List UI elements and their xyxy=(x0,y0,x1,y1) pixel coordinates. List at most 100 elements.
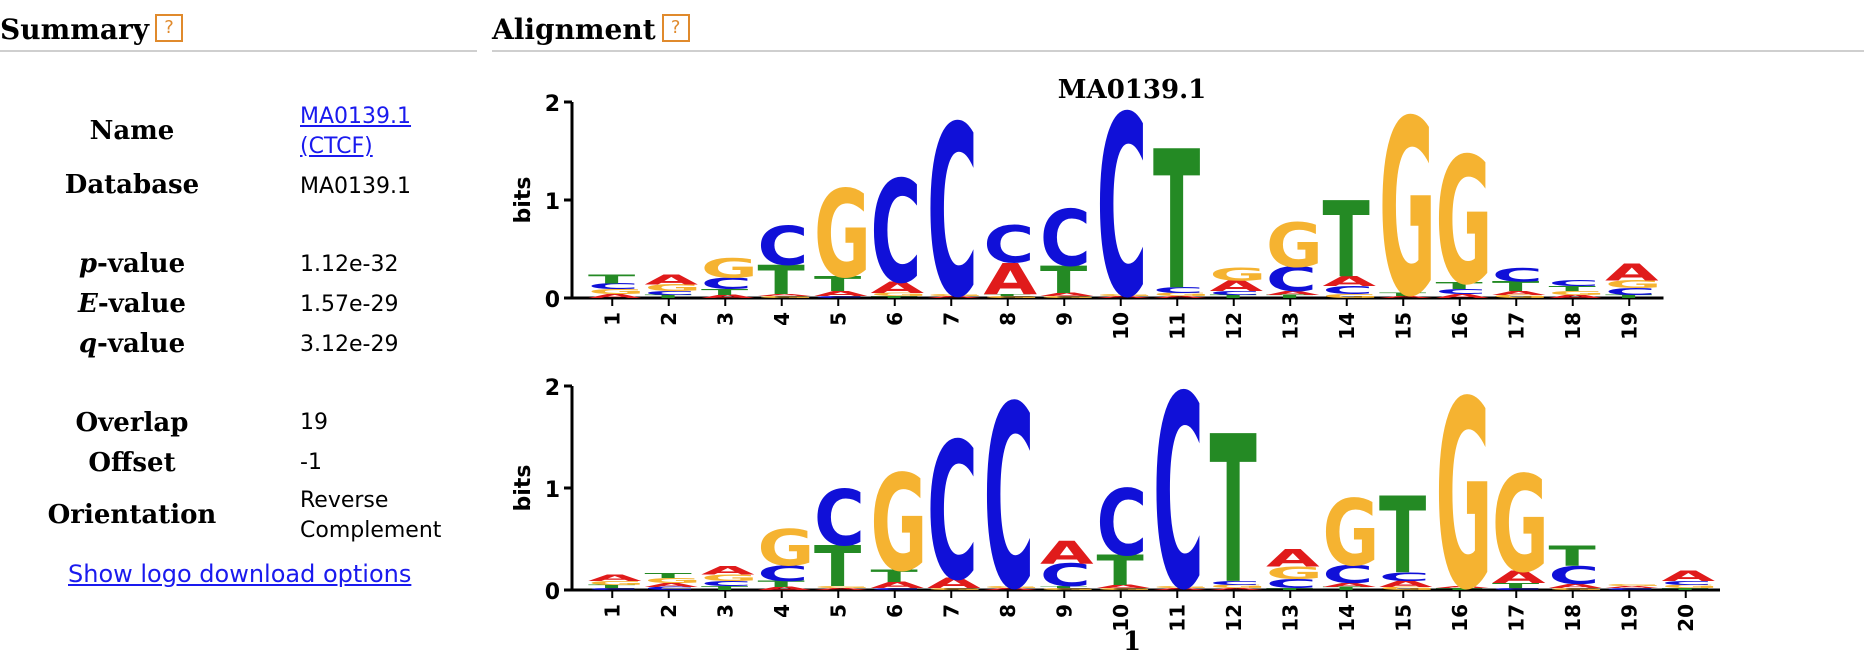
e-value-label-italic: E xyxy=(78,289,98,319)
logo-letter-C: C xyxy=(1605,587,1656,590)
logo-letter-G: G xyxy=(588,288,645,296)
x-tick-label: 5 xyxy=(826,312,850,326)
logo-letter-T: T xyxy=(1153,110,1200,332)
logo-letter-T: T xyxy=(1549,540,1596,572)
y-axis-label: bits xyxy=(511,465,536,512)
logo-letter-C: C xyxy=(1492,264,1543,286)
x-tick-label: 11 xyxy=(1165,604,1189,632)
x-tick-label: 9 xyxy=(1052,604,1076,618)
logo-letter-A: A xyxy=(645,582,699,589)
q-value-label: q-value xyxy=(0,329,264,359)
x-tick-label: 2 xyxy=(657,312,681,326)
logo-letter-C: C xyxy=(814,475,865,564)
logo-letter-A: A xyxy=(984,587,1038,590)
alignment-help-icon[interactable]: ? xyxy=(661,14,690,42)
logo-letter-T: T xyxy=(645,294,693,299)
show-logo-download-options-link[interactable]: Show logo download options xyxy=(68,560,412,588)
logo-letter-T: T xyxy=(1097,546,1144,595)
logo-letter-G: G xyxy=(1210,264,1267,284)
logo-letter-G: G xyxy=(1492,448,1549,602)
summary-help-icon[interactable]: ? xyxy=(155,14,183,42)
x-tick-label: 19 xyxy=(1617,604,1641,632)
logo-letter-C: C xyxy=(1153,340,1204,649)
logo-letter-A: A xyxy=(927,575,981,591)
logo-letter-G: G xyxy=(1097,587,1154,590)
logo-letter-A: A xyxy=(1040,535,1094,571)
x-tick-label: 7 xyxy=(939,604,963,618)
y-tick-label: 2 xyxy=(545,92,560,117)
logo-letter-C: C xyxy=(1492,587,1543,590)
logo-letter-C: C xyxy=(1210,580,1261,587)
logo-letter-C: C xyxy=(701,579,752,587)
logo-letter-T: T xyxy=(1436,280,1484,291)
logo-letter-G: G xyxy=(984,295,1041,298)
logo-letter-T: T xyxy=(588,272,635,286)
e-value-label: E-value xyxy=(0,289,264,319)
offset-value: -1 xyxy=(300,450,322,475)
q-value-label-italic: q xyxy=(78,329,98,359)
logo-letter-A: A xyxy=(1492,290,1546,296)
x-tick-label: 4 xyxy=(770,604,794,618)
logo-letter-C: C xyxy=(927,403,978,623)
logo-letter-C: C xyxy=(701,274,752,293)
logo-letter-C: C xyxy=(758,562,809,587)
logo-letter-A: A xyxy=(814,587,868,590)
logo-letter-G: G xyxy=(984,585,1041,588)
logo-letter-C: C xyxy=(871,587,922,590)
logo-letter-A: A xyxy=(1379,295,1433,298)
logo-letter-G: G xyxy=(927,587,984,590)
motif-name-link[interactable]: MA0139.1 (CTCF) xyxy=(300,104,411,159)
logo-letter-A: A xyxy=(645,272,699,288)
logo-letter-T: T xyxy=(1323,586,1371,591)
logo-letter-T: T xyxy=(645,571,693,579)
x-tick-label: 14 xyxy=(1335,312,1359,340)
x-tick-label: 17 xyxy=(1504,604,1528,632)
logo-letter-C: C xyxy=(927,76,978,350)
logo-letter-A: A xyxy=(871,580,925,590)
x-tick-label: 19 xyxy=(1617,312,1641,340)
logo-letter-T: T xyxy=(1210,392,1257,629)
logo-letter-C: C xyxy=(588,587,639,590)
x-tick-label: 5 xyxy=(826,604,850,618)
logo-letter-G: G xyxy=(1605,278,1662,291)
summary-header: Summary? xyxy=(0,8,477,52)
logo-letter-T: T xyxy=(701,585,749,592)
x-tick-label: 13 xyxy=(1278,312,1302,340)
x-tick-label: 6 xyxy=(883,604,907,618)
logo-letter-G: G xyxy=(1040,587,1097,590)
logo-letter-C: C xyxy=(588,282,639,291)
logo-letter-G: G xyxy=(588,580,645,587)
logo-letter-A: A xyxy=(1097,295,1151,298)
logo-letter-A: A xyxy=(1266,290,1320,296)
logo-letter-A: A xyxy=(1323,274,1377,290)
logo-letter-A: A xyxy=(588,573,642,583)
logo-letter-T: T xyxy=(1266,294,1314,299)
logo-letter-G: G xyxy=(701,573,758,583)
alignment-header: Alignment? xyxy=(492,8,1864,52)
p-value-label-italic: p xyxy=(78,249,98,279)
x-tick-label: 4 xyxy=(770,312,794,326)
logo-letter-C: C xyxy=(1323,284,1374,297)
logo-letter-T: T xyxy=(1379,292,1427,297)
logo-letter-G: G xyxy=(645,282,702,293)
logo-letter-T: T xyxy=(1210,294,1258,299)
e-value-label-rest: -value xyxy=(97,289,186,319)
y-tick-label: 0 xyxy=(545,288,560,313)
logo-letter-A: A xyxy=(984,254,1038,305)
x-tick-label: 15 xyxy=(1391,312,1415,340)
x-tick-label: 16 xyxy=(1448,312,1472,340)
logo-letter-T: T xyxy=(871,295,919,298)
logo-letter-T: T xyxy=(1040,259,1087,303)
p-value-label-rest: -value xyxy=(97,249,186,279)
logo-letter-T: T xyxy=(1605,294,1653,299)
p-value: 1.12e-32 xyxy=(300,252,399,277)
x-tick-label: 10 xyxy=(1109,604,1133,632)
name-value[interactable]: MA0139.1 (CTCF) xyxy=(300,102,411,162)
logo-letter-A: A xyxy=(927,295,981,298)
logo-letter-A: A xyxy=(758,586,812,591)
alignment-logos: MA0139.1 012bits1AGCT2TCGA3ATCG4GATC5CAT… xyxy=(511,64,1720,657)
logo-letter-T: T xyxy=(1492,581,1540,589)
x-tick-label: 12 xyxy=(1222,312,1246,340)
logo-letter-G: G xyxy=(1266,563,1323,583)
logo-letter-G: G xyxy=(1379,586,1436,591)
